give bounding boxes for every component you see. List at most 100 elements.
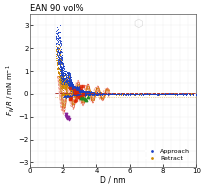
Point: [55, 33, 59, 36]
Point: [156, 93, 159, 96]
Point: [70, 89, 73, 92]
Point: [79, 89, 82, 92]
Point: [69, 89, 72, 92]
Point: [58, 69, 61, 72]
Point: [78, 90, 81, 93]
Point: [70, 82, 73, 85]
Point: [123, 93, 126, 96]
Point: [59, 55, 62, 58]
Point: [146, 92, 149, 95]
Point: [67, 85, 70, 88]
Point: [178, 92, 181, 95]
Point: [77, 87, 80, 90]
Point: [73, 86, 76, 89]
Point: [78, 94, 81, 97]
Point: [143, 93, 146, 96]
Point: [76, 88, 79, 91]
Point: [129, 92, 132, 95]
Point: [74, 87, 77, 90]
Point: [75, 89, 78, 92]
Point: [102, 92, 105, 95]
Point: [88, 92, 91, 95]
Point: [165, 92, 169, 95]
Point: [175, 93, 178, 96]
Point: [68, 86, 71, 89]
Point: [76, 86, 80, 89]
Point: [64, 76, 68, 79]
Point: [59, 60, 62, 64]
Point: [157, 93, 160, 96]
Point: [63, 92, 66, 95]
Point: [77, 90, 80, 93]
Text: EAN 90 vol%: EAN 90 vol%: [30, 4, 83, 13]
Point: [68, 81, 72, 84]
Point: [74, 87, 78, 90]
Point: [64, 92, 68, 95]
Point: [159, 93, 162, 96]
Point: [84, 90, 88, 93]
Point: [57, 62, 61, 65]
Point: [55, 53, 59, 56]
Point: [81, 90, 84, 93]
Point: [71, 87, 74, 90]
Point: [75, 92, 79, 95]
Point: [129, 93, 132, 96]
Point: [66, 82, 69, 85]
Point: [76, 87, 80, 90]
Point: [60, 73, 64, 76]
Point: [74, 93, 77, 96]
Point: [104, 92, 108, 95]
Point: [170, 91, 173, 94]
Point: [88, 92, 92, 95]
Point: [102, 92, 105, 95]
Point: [85, 90, 89, 93]
Point: [165, 93, 169, 96]
Point: [63, 92, 66, 95]
Point: [194, 93, 197, 96]
Point: [93, 92, 96, 95]
Point: [85, 92, 89, 95]
Point: [80, 90, 83, 93]
Point: [57, 71, 60, 74]
Point: [65, 96, 69, 99]
Point: [140, 92, 143, 95]
Point: [118, 93, 121, 96]
Point: [67, 79, 70, 82]
Point: [84, 93, 87, 96]
Point: [82, 91, 85, 94]
Point: [87, 91, 90, 94]
Point: [68, 87, 71, 90]
Point: [84, 92, 88, 95]
Point: [172, 92, 175, 95]
Point: [74, 88, 78, 91]
Point: [55, 32, 59, 35]
Point: [176, 92, 180, 95]
Point: [181, 92, 185, 95]
Point: [71, 85, 74, 88]
Point: [64, 74, 67, 77]
Point: [97, 92, 100, 95]
Point: [93, 92, 96, 95]
Point: [94, 92, 97, 95]
Point: [94, 92, 97, 95]
Point: [74, 86, 77, 89]
Point: [64, 81, 67, 84]
Point: [65, 78, 68, 81]
Point: [91, 93, 94, 96]
Point: [129, 92, 132, 95]
Point: [93, 94, 96, 97]
Point: [68, 95, 71, 98]
Point: [60, 80, 63, 83]
Point: [55, 39, 58, 42]
Point: [74, 94, 78, 97]
Point: [61, 93, 64, 96]
Point: [83, 98, 86, 101]
Point: [89, 92, 92, 95]
Point: [82, 92, 85, 95]
Point: [74, 92, 77, 95]
Point: [72, 91, 75, 94]
Point: [129, 92, 132, 95]
Point: [93, 93, 97, 96]
Point: [81, 91, 84, 94]
Point: [92, 93, 96, 96]
